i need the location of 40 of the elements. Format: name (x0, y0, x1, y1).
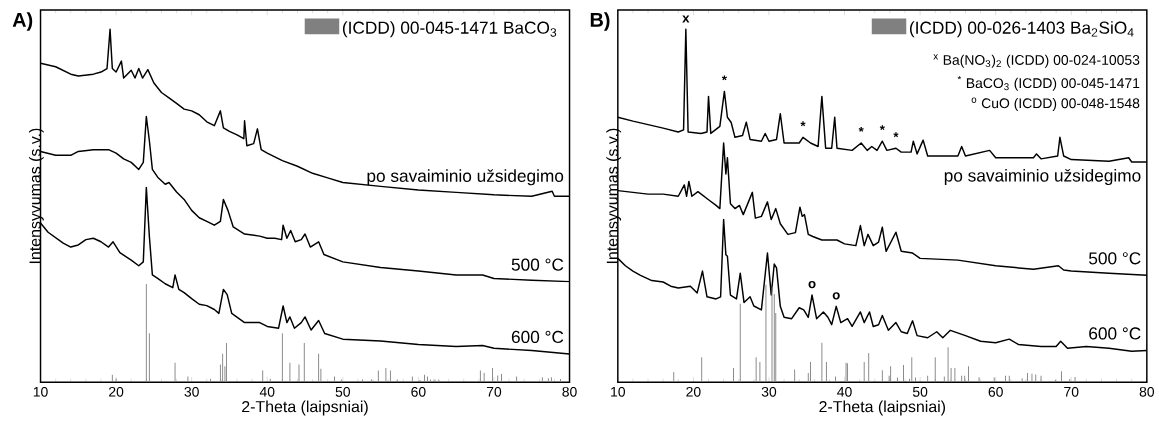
x-tick-label: 10 (611, 386, 626, 397)
legend-label: (ICDD) 00-026-1403 Ba$_{2}$SiO$_{4}$ (909, 21, 1134, 38)
series-label: 500 °C (1089, 252, 1141, 265)
series-label: 600 °C (1089, 327, 1141, 340)
x-tick-label: 60 (988, 386, 1003, 397)
x-tick-label: 80 (1139, 386, 1155, 397)
chart-title: B) (590, 12, 610, 31)
x-tick-label: 20 (109, 386, 124, 397)
x-tick-label: 30 (184, 386, 199, 397)
annotation: $^{o}$ CuO (ICDD) 00-048-1548 (971, 97, 1140, 111)
series-label: po savaiminio užsidegimo (367, 169, 564, 186)
series-label: 500 °C (511, 258, 564, 271)
annotation: o (808, 280, 816, 289)
x-tick-label: 80 (562, 386, 577, 397)
annotation: * (879, 125, 885, 131)
annotation: * (721, 75, 727, 81)
x-axis-title: 2-Theta (laipsniai) (819, 400, 946, 416)
x-axis-title: 2-Theta (laipsniai) (242, 400, 368, 416)
chart-title: A) (12, 12, 33, 31)
annotation: * (893, 132, 899, 138)
x-tick-label: 50 (335, 386, 351, 397)
annotation: x (682, 15, 690, 23)
annotation: $^{x}$ Ba(NO$_{3}$)$_{2}$ (ICDD) 00-024-10053 (933, 54, 1140, 68)
x-tick-label: 30 (761, 386, 777, 397)
series-label: po savaiminio užsidegimo (944, 168, 1141, 186)
x-tick-label: 70 (1064, 386, 1079, 397)
x-tick-label: 50 (912, 386, 928, 397)
x-tick-label: 40 (259, 386, 275, 397)
y-axis-title: Intensyvumas (s.v.) (606, 128, 622, 264)
series-label: 600 °C (511, 330, 564, 344)
x-tick-label: 40 (837, 386, 852, 397)
annotation: * (858, 126, 864, 132)
legend-label: (ICDD) 00-045-1471 BaCO$_{3}$ (342, 21, 557, 38)
annotation: * (800, 121, 806, 127)
x-tick-label: 60 (411, 386, 426, 397)
x-tick-label: 70 (486, 386, 502, 397)
annotation: o (832, 292, 840, 300)
x-tick-label: 20 (686, 386, 701, 397)
x-tick-label: 10 (33, 386, 48, 397)
annotation: $^{*}$ BaCO$_{3}$ (ICDD) 00-045-1471 (957, 75, 1140, 91)
